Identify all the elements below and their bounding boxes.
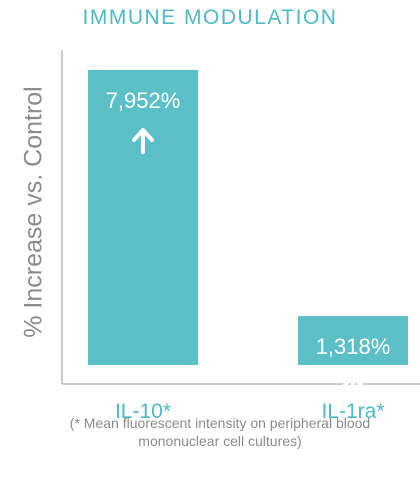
data-label-il-1ra: 1,318% [316, 334, 391, 359]
x-tick-label-il-10: IL-10* [115, 400, 171, 423]
bar-il-1ra [298, 316, 408, 365]
data-label-il-10: 7,952% [106, 88, 181, 113]
arrow-up-icon [342, 374, 364, 401]
arrow-up-icon [132, 128, 154, 154]
footnote: (* Mean fluorescent intensity on periphe… [69, 415, 371, 449]
chart-title: IMMUNE MODULATION [82, 6, 338, 29]
x-tick-label-il-1ra: IL-1ra* [321, 400, 384, 423]
bar-il-10 [88, 70, 198, 365]
